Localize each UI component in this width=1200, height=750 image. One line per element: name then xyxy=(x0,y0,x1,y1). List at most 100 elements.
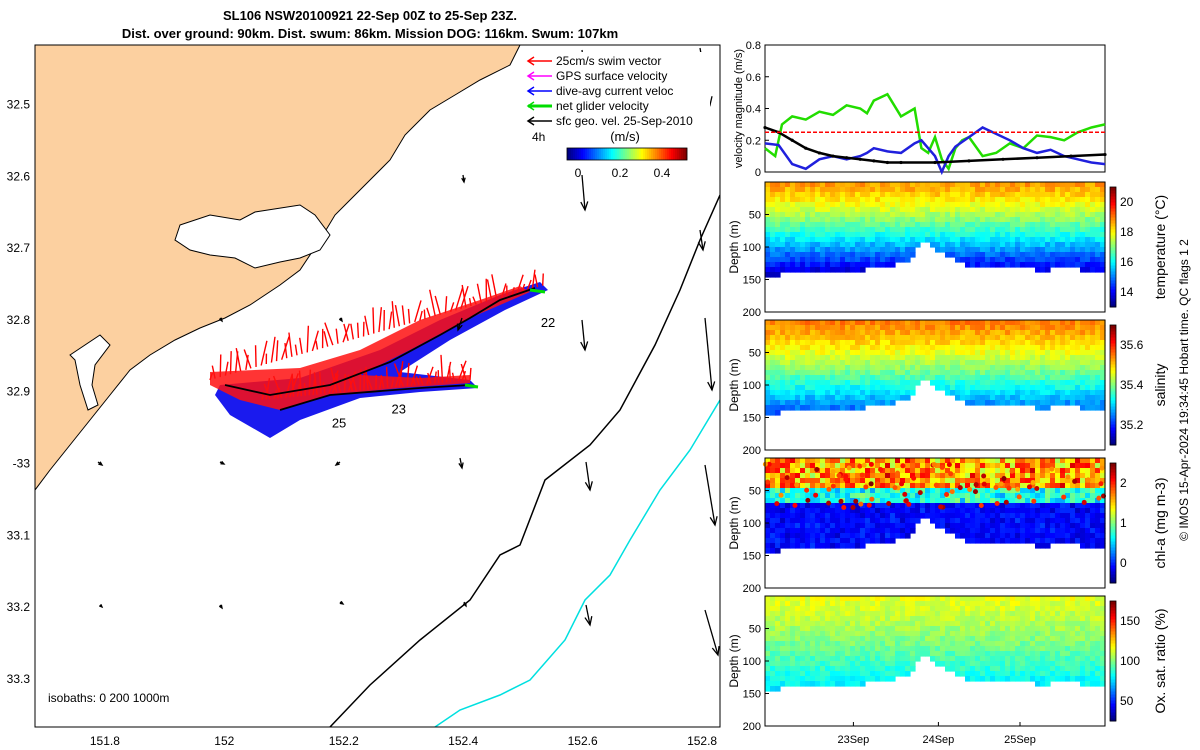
depth-cell xyxy=(825,400,831,406)
depth-cell xyxy=(1030,237,1036,243)
depth-cell xyxy=(915,232,921,238)
depth-cell xyxy=(880,478,886,484)
depth-cell xyxy=(925,483,931,489)
isobath-200m xyxy=(329,194,720,727)
depth-cell xyxy=(810,232,816,238)
depth-cell xyxy=(960,503,966,509)
depth-cell xyxy=(850,207,856,213)
depth-cell xyxy=(1040,641,1046,647)
depth-cell xyxy=(840,488,846,494)
depth-cell xyxy=(875,458,881,464)
depth-cell xyxy=(895,621,901,627)
depth-cell xyxy=(890,651,896,657)
depth-cell xyxy=(780,395,786,401)
depth-cell xyxy=(880,641,886,647)
net-velocity-mark-2 xyxy=(529,288,546,294)
swim-vector xyxy=(243,349,252,369)
depth-cell xyxy=(815,478,821,484)
depth-cell xyxy=(1040,380,1046,386)
depth-cell xyxy=(810,508,816,514)
depth-cell xyxy=(790,400,796,406)
depth-cell xyxy=(1040,227,1046,233)
depth-cell xyxy=(1060,380,1066,386)
depth-cell xyxy=(980,222,986,228)
depth-cell xyxy=(1010,222,1016,228)
depth-cell xyxy=(855,227,861,233)
sfc-geo-vector xyxy=(585,461,591,491)
depth-cell xyxy=(800,493,806,499)
sfc-geo-vector xyxy=(459,457,463,469)
depth-cell xyxy=(820,508,826,514)
depth-cell xyxy=(990,345,996,351)
depth-cell xyxy=(1005,606,1011,612)
depth-cell xyxy=(785,641,791,647)
depth-cell xyxy=(1015,468,1021,474)
isobath-1000m xyxy=(434,399,720,727)
depth-cell xyxy=(965,380,971,386)
map-y-tick-label: 32.9 xyxy=(7,385,31,399)
depth-cell xyxy=(855,375,861,381)
depth-cell xyxy=(840,227,846,233)
depth-cell xyxy=(815,661,821,667)
depth-cell xyxy=(1035,325,1041,331)
depth-cell xyxy=(780,621,786,627)
depth-cell xyxy=(1025,345,1031,351)
depth-cell xyxy=(970,473,976,479)
depth-cell xyxy=(775,400,781,406)
depth-cell xyxy=(995,473,1001,479)
depth-cell xyxy=(1015,345,1021,351)
depth-cell xyxy=(780,335,786,341)
depth-cell xyxy=(925,641,931,647)
depth-cell xyxy=(840,360,846,366)
depth-cell xyxy=(940,458,946,464)
depth-cell xyxy=(1075,463,1081,469)
depth-cell xyxy=(855,508,861,514)
depth-cell xyxy=(780,498,786,504)
depth-cell xyxy=(950,458,956,464)
depth-cell xyxy=(780,661,786,667)
depth-cell xyxy=(830,365,836,371)
depth-cell xyxy=(945,365,951,371)
depth-cell xyxy=(825,370,831,376)
depth-cell xyxy=(795,325,801,331)
legend-label: net glider velocity xyxy=(556,99,649,113)
sfc-geo-arrowhead xyxy=(218,317,223,323)
depth-cell xyxy=(925,365,931,371)
depth-cell xyxy=(770,395,776,401)
swim-vector xyxy=(434,295,442,315)
depth-cell xyxy=(1090,330,1096,336)
depth-cell xyxy=(800,636,806,642)
depth-cell xyxy=(800,656,806,662)
depth-cell xyxy=(780,257,786,263)
depth-cell xyxy=(1025,621,1031,627)
depth-cell xyxy=(925,508,931,514)
depth-cell xyxy=(790,257,796,263)
depth-cell xyxy=(825,395,831,401)
depth-cell xyxy=(775,601,781,607)
colorbar-cell xyxy=(1110,520,1116,524)
depth-cell xyxy=(810,513,816,519)
depth-cell xyxy=(1045,666,1051,672)
depth-cell xyxy=(1095,463,1101,469)
depth-cell xyxy=(1095,247,1101,253)
depth-cell xyxy=(875,360,881,366)
depth-cell xyxy=(1035,320,1041,326)
depth-cell xyxy=(1090,400,1096,406)
depth-cell xyxy=(855,538,861,544)
depth-cell xyxy=(1100,488,1106,494)
depth-cell xyxy=(780,325,786,331)
depth-cell xyxy=(1020,468,1026,474)
depth-cell xyxy=(805,493,811,499)
depth-cell xyxy=(945,202,951,208)
depth-cell xyxy=(865,365,871,371)
depth-cell xyxy=(820,606,826,612)
depth-cell xyxy=(910,661,916,667)
depth-cell xyxy=(1005,518,1011,524)
depth-cell xyxy=(780,242,786,248)
depth-cell xyxy=(1090,212,1096,218)
depth-cell xyxy=(990,375,996,381)
depth-cell xyxy=(1040,400,1046,406)
colorbar-cell xyxy=(1110,406,1116,410)
depth-cell xyxy=(955,355,961,361)
depth-cell xyxy=(785,375,791,381)
